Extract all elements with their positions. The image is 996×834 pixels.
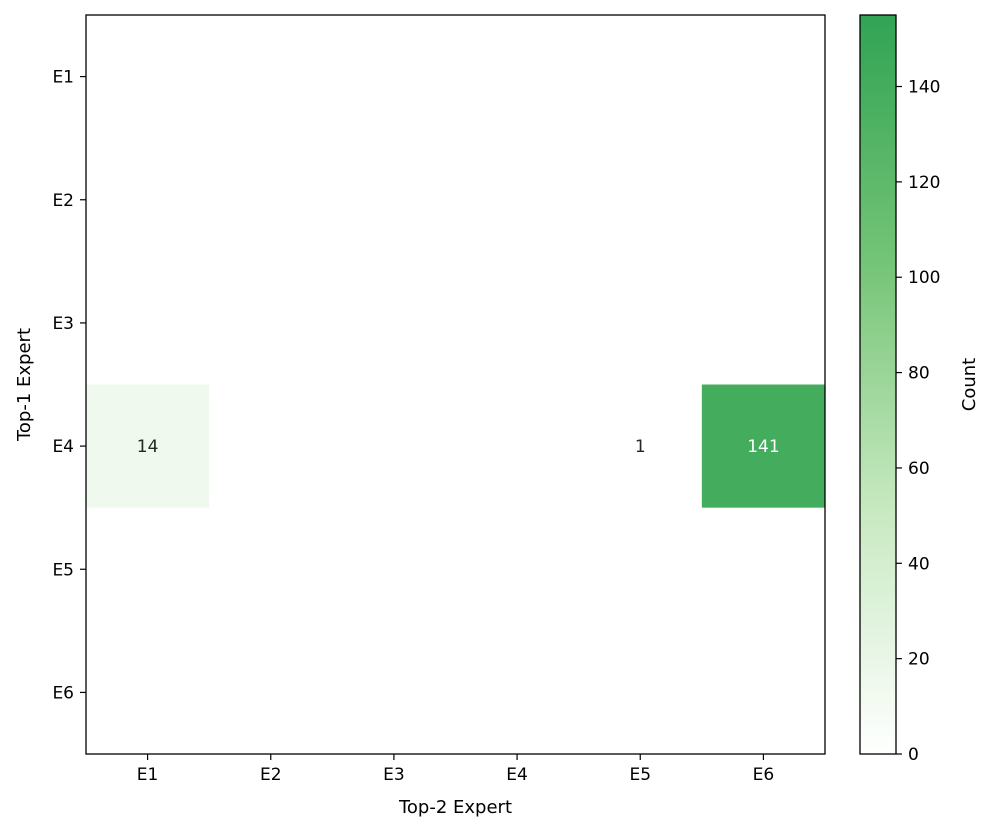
heatmap-cell — [209, 15, 333, 139]
heatmap-cell — [578, 384, 703, 509]
heatmap-cell — [209, 630, 333, 755]
x-axis-title: Top-2 Expert — [398, 797, 512, 818]
heatmap-cell — [455, 261, 580, 385]
y-tick-label: E5 — [52, 560, 74, 580]
heatmap-cell — [332, 507, 456, 632]
heatmap-cell — [86, 15, 210, 139]
heatmap-cell — [455, 138, 580, 262]
heatmap-cell — [578, 630, 703, 755]
heatmap-cell — [455, 507, 580, 632]
colorbar-tick-label: 120 — [908, 173, 940, 193]
heatmap-cell — [86, 630, 210, 755]
x-tick-label: E5 — [629, 765, 651, 785]
heatmap-cell — [455, 15, 580, 139]
heatmap-cell — [209, 384, 333, 509]
cell-value-label: 14 — [137, 437, 159, 457]
cell-value-label: 1 — [635, 437, 646, 457]
heatmap-cell — [701, 261, 826, 385]
y-axis-title: Top-1 Expert — [14, 328, 35, 442]
heatmap-cell — [701, 138, 826, 262]
y-tick-label: E3 — [52, 314, 74, 334]
heatmap-cell — [578, 261, 703, 385]
colorbar-title: Count — [959, 358, 980, 411]
colorbar-tick-label: 40 — [908, 554, 930, 574]
heatmap-cell — [701, 630, 826, 755]
heatmap-cell — [209, 138, 333, 262]
heatmap-cell — [578, 15, 703, 139]
colorbar-tick-label: 80 — [908, 364, 930, 384]
heatmap-cell — [86, 384, 210, 509]
heatmap-cell — [332, 138, 456, 262]
heatmap-cell — [701, 15, 826, 139]
heatmap-cell — [332, 384, 456, 509]
colorbar-frame — [859, 14, 897, 755]
y-tick-label: E2 — [52, 191, 74, 211]
heatmap-cell — [578, 138, 703, 262]
heatmap-cell — [209, 507, 333, 632]
y-tick-label: E6 — [52, 683, 74, 703]
x-tick-label: E1 — [137, 765, 159, 785]
cell-value-label: 141 — [747, 437, 779, 457]
heatmap-cell — [701, 384, 826, 509]
y-tick-label: E4 — [52, 437, 74, 457]
colorbar — [860, 15, 896, 754]
heatmap-cell — [455, 630, 580, 755]
colorbar-tick-label: 100 — [908, 268, 940, 288]
heatmap-cell — [332, 261, 456, 385]
heatmap-cell — [578, 507, 703, 632]
heatmap-cells: 14 1 141 — [86, 15, 826, 755]
plot-frame — [85, 14, 826, 755]
x-tick-label: E4 — [506, 765, 528, 785]
colorbar-axis: 0 20 40 60 80 100 120 140 — [896, 78, 940, 765]
heatmap-cell — [455, 384, 580, 509]
heatmap-cell — [332, 630, 456, 755]
heatmap-cell — [86, 261, 210, 385]
heatmap-cell — [86, 138, 210, 262]
colorbar-tick-label: 140 — [908, 78, 940, 98]
x-tick-label: E2 — [260, 765, 282, 785]
heatmap-cell — [701, 507, 826, 632]
heatmap-cell — [332, 15, 456, 139]
x-tick-label: E6 — [753, 765, 775, 785]
colorbar-tick-label: 20 — [908, 650, 930, 670]
heatmap-cell — [86, 507, 210, 632]
x-axis: E1 E2 E3 E4 E5 E6 — [137, 754, 774, 785]
heatmap-cell — [209, 261, 333, 385]
x-tick-label: E3 — [383, 765, 405, 785]
y-tick-label: E1 — [52, 68, 74, 88]
colorbar-tick-label: 0 — [908, 745, 919, 765]
y-axis: E1 E2 E3 E4 E5 E6 — [52, 68, 86, 703]
colorbar-tick-label: 60 — [908, 459, 930, 479]
